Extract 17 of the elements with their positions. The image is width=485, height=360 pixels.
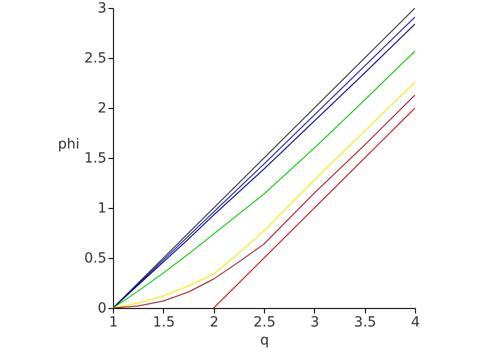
y-tick-label: 0.5 [84,250,106,266]
x-tick-label: 1.5 [152,314,175,330]
x-axis-title: q [260,332,269,348]
x-tick-label: 2.5 [253,314,276,330]
y-tick-label: 1 [98,200,106,216]
y-tick-label: 2.5 [84,50,106,66]
y-tick-label: 1.5 [84,150,106,166]
line-series [213,108,415,308]
x-tick-label: 3 [310,314,320,330]
x-tick-label: 1 [109,314,118,330]
x-tick-label: 2 [210,314,219,330]
x-tick-label: 4 [411,314,420,330]
y-tick-label: 0 [98,300,106,316]
y-axis-title: phi [58,136,80,152]
y-tick-label: 2 [98,100,106,116]
x-tick-label: 3.5 [354,314,376,330]
y-tick-label: 3 [98,0,106,16]
